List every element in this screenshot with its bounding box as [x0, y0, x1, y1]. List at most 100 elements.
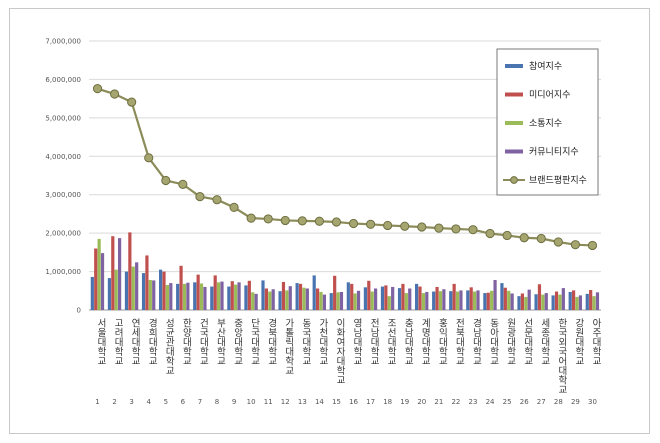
legend-swatch	[505, 92, 523, 97]
x-index-label: 2	[112, 398, 116, 406]
bar-30-series-1	[585, 293, 589, 310]
bar-26-series-4	[527, 289, 531, 310]
bar-29-series-4	[578, 295, 582, 310]
x-index-label: 25	[503, 398, 512, 406]
bar-19-series-4	[408, 288, 412, 310]
bar-9-series-2	[230, 281, 234, 310]
legend-label: 커뮤니티지수	[529, 147, 579, 158]
bar-22-series-4	[459, 290, 463, 310]
bar-18-series-4	[391, 286, 395, 310]
bar-10-series-3	[251, 292, 255, 310]
x-index-label: 11	[264, 398, 273, 406]
bar-27-series-2	[537, 284, 542, 310]
bar-23-series-4	[476, 290, 480, 310]
bar-5-series-4	[169, 283, 173, 310]
bar-6-series-2	[179, 265, 183, 310]
x-index-label: 1	[95, 398, 99, 406]
category-label: 고려대학교	[112, 318, 123, 366]
y-tick-label: 6,000,000	[45, 76, 81, 84]
y-tick-label: 1,000,000	[45, 268, 81, 276]
category-label: 중앙대학교	[232, 318, 243, 366]
brand-index-point-22	[451, 224, 461, 234]
bar-10-series-4	[254, 293, 258, 310]
bar-29-series-3	[575, 296, 579, 310]
bar-26-series-3	[524, 296, 528, 310]
x-index-label: 6	[181, 398, 186, 406]
category-label: 세종대학교	[539, 318, 550, 366]
bar-28-series-2	[554, 291, 559, 310]
bar-9-series-4	[237, 282, 241, 310]
brand-index-point-15	[331, 217, 342, 227]
bar-11-series-3	[268, 291, 272, 310]
category-label: 강원대학교	[573, 318, 584, 366]
bar-13-series-2	[298, 283, 303, 310]
x-index-label: 30	[588, 398, 597, 406]
bar-2-series-2	[111, 236, 115, 310]
bar-20-series-3	[421, 293, 425, 310]
brand-index-point-27	[536, 233, 546, 244]
bar-1-series-3	[97, 238, 101, 310]
brand-index-point-2	[110, 89, 120, 99]
bar-3-series-4	[135, 262, 139, 310]
bar-30-series-4	[595, 292, 600, 310]
bar-17-series-4	[374, 288, 378, 310]
brand-index-point-18	[383, 220, 393, 231]
legend-label: 브랜드평판지수	[529, 175, 587, 186]
category-label: 이화여자대학교	[334, 318, 345, 385]
bar-27-series-1	[534, 294, 538, 310]
bar-4-series-1	[141, 273, 146, 310]
bar-4-series-2	[145, 255, 149, 310]
bar-25-series-4	[510, 293, 514, 310]
bar-16-series-4	[356, 290, 361, 310]
category-label: 충남대학교	[402, 318, 413, 366]
brand-index-point-14	[314, 216, 324, 226]
bar-8-series-4	[220, 281, 224, 310]
brand-index-point-25	[502, 230, 512, 241]
bar-12-series-1	[278, 291, 282, 310]
x-index-label: 21	[434, 398, 443, 406]
legend-label: 소통지수	[529, 118, 562, 129]
brand-index-point-10	[246, 213, 256, 223]
bar-5-series-2	[162, 271, 166, 310]
x-index-label: 23	[469, 398, 478, 406]
bar-29-series-1	[568, 291, 572, 310]
bar-1-series-1	[90, 276, 94, 310]
bar-13-series-1	[295, 283, 299, 310]
bar-6-series-4	[186, 282, 190, 310]
bar-2-series-4	[118, 238, 122, 310]
bar-20-series-1	[415, 283, 419, 310]
category-label: 전북대학교	[453, 318, 464, 366]
bar-29-series-2	[572, 290, 576, 310]
bar-19-series-1	[397, 288, 402, 310]
bar-11-series-4	[271, 289, 275, 310]
bar-12-series-4	[288, 286, 292, 310]
bar-7-series-2	[196, 274, 200, 310]
bar-14-series-4	[322, 294, 326, 310]
category-label: 동국대학교	[300, 318, 311, 366]
category-label: 아주대학교	[590, 318, 601, 366]
bar-28-series-4	[561, 288, 565, 310]
brand-index-point-13	[297, 216, 307, 226]
bar-21-series-3	[438, 291, 443, 310]
legend-swatch	[505, 121, 523, 125]
brand-index-point-19	[400, 221, 410, 231]
bar-14-series-2	[316, 288, 320, 310]
brand-index-point-9	[229, 202, 239, 212]
brand-index-point-7	[195, 192, 205, 202]
bar-13-series-4	[305, 288, 309, 310]
category-label: 선문대학교	[522, 318, 533, 366]
bar-25-series-2	[503, 287, 507, 310]
brand-index-point-17	[366, 219, 376, 229]
bar-15-series-3	[336, 292, 340, 310]
bar-3-series-3	[131, 266, 135, 310]
category-label: 영남대학교	[351, 318, 362, 366]
y-tick-label: 0	[77, 307, 81, 315]
bar-14-series-3	[319, 291, 323, 310]
bar-20-series-2	[418, 286, 422, 310]
category-label: 서울대학교	[95, 318, 106, 366]
y-tick-label: 7,000,000	[45, 38, 81, 46]
bar-4-series-3	[148, 280, 152, 310]
bar-17-series-1	[363, 287, 367, 310]
legend-swatch	[505, 64, 523, 68]
bar-8-series-2	[213, 275, 217, 310]
